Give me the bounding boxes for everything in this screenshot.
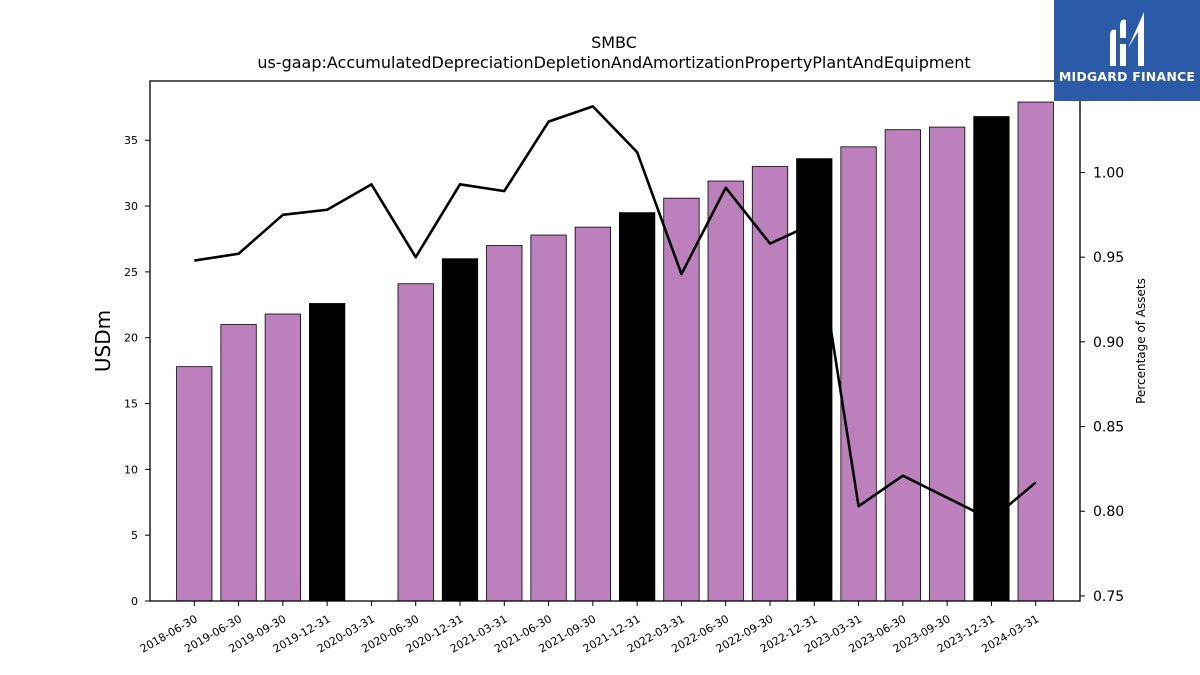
bar-2022-03-31: [663, 197, 700, 602]
bar-2024-03-31: [1017, 101, 1054, 602]
x-axis: 2018-06-302019-06-302019-09-302019-12-31…: [138, 601, 1041, 656]
bar-2022-09-30: [751, 166, 789, 602]
y-tick-label: 10: [124, 463, 138, 476]
bar-2019-12-31: [309, 303, 346, 602]
line-group: [194, 105, 1037, 521]
bar-2019-06-30: [220, 324, 257, 602]
bar-2021-03-31: [486, 245, 523, 602]
bar-2021-06-30: [530, 234, 567, 602]
y-tick-label: 0: [131, 595, 138, 608]
bar-2023-06-30: [884, 129, 921, 602]
y-tick-label: 35: [124, 134, 138, 147]
bar-2020-12-31: [441, 258, 479, 602]
y-axis: 0 5 10 15 20 25 30 35: [124, 134, 150, 608]
y2-tick-label: 0.80: [1093, 504, 1124, 520]
y2-tick-label: 0.75: [1093, 589, 1124, 605]
y2-axis: 0.75 0.80 0.85 0.90 0.95 1.00: [1080, 165, 1124, 605]
bar-2023-03-31: [840, 146, 877, 602]
chart-subtitle: us-gaap:AccumulatedDepreciationDepletion…: [257, 53, 970, 72]
chart-title: SMBC: [591, 33, 637, 52]
y-axis-label: USDm: [91, 310, 115, 372]
y-tick-label: 5: [131, 529, 138, 542]
y2-tick-label: 1.00: [1093, 165, 1124, 181]
bar-group: [176, 101, 1054, 602]
bar-2021-12-31: [619, 212, 656, 602]
y-tick-label: 15: [124, 398, 138, 411]
y-tick-label: 25: [124, 266, 138, 279]
y2-axis-label: Percentage of Assets: [1134, 278, 1148, 404]
bar-2023-09-30: [929, 126, 966, 602]
bar-2020-06-30: [397, 283, 434, 602]
bar-2022-12-31: [796, 158, 833, 602]
y-tick-label: 20: [124, 332, 138, 345]
y-tick-label: 30: [124, 200, 138, 213]
bar-2023-12-31: [973, 116, 1010, 602]
plot-frame: [149, 80, 1081, 602]
midgard-logo-icon: [1110, 12, 1144, 67]
midgard-finance-logo: MIDGARD FINANCE: [1054, 0, 1200, 101]
logo-text: MIDGARD FINANCE: [1058, 69, 1196, 84]
y2-tick-label: 0.95: [1093, 250, 1124, 266]
bar-2022-06-30: [707, 180, 744, 602]
bar-2021-09-30: [574, 226, 611, 602]
bar-2018-06-30: [176, 366, 213, 602]
percentage-line: [194, 105, 1037, 521]
bar-2019-09-30: [264, 313, 301, 602]
y2-tick-label: 0.85: [1093, 420, 1124, 436]
y2-tick-label: 0.90: [1093, 335, 1124, 351]
